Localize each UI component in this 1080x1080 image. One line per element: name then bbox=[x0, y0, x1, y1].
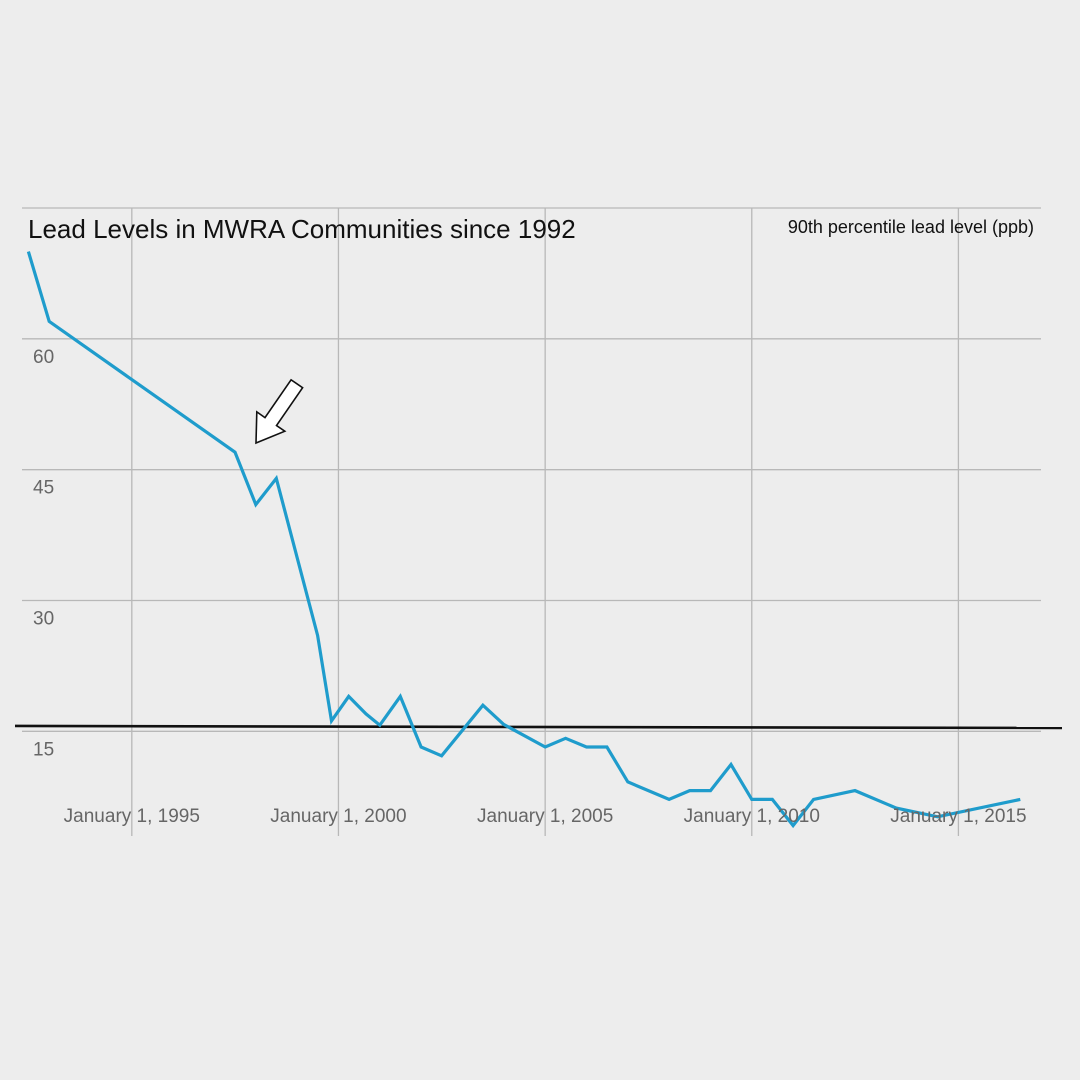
y-tick-label: 30 bbox=[33, 609, 54, 630]
y-tick-label: 45 bbox=[33, 478, 54, 499]
arrow-annotation-icon bbox=[255, 378, 304, 445]
x-tick-label: January 1, 2010 bbox=[684, 806, 820, 827]
y-axis-unit-label: 90th percentile lead level (ppb) bbox=[788, 217, 1034, 237]
x-tick-label: January 1, 2005 bbox=[477, 806, 613, 827]
y-tick-label: 15 bbox=[33, 739, 54, 760]
grid-layer bbox=[22, 207, 1041, 836]
lead-level-series-line bbox=[26, 251, 1021, 829]
y-tick-label: 60 bbox=[33, 347, 54, 368]
y-axis-tick-labels: 15 30 45 60 bbox=[33, 347, 54, 760]
x-tick-label: January 1, 2000 bbox=[270, 806, 406, 827]
x-tick-label: January 1, 2015 bbox=[890, 806, 1026, 827]
x-axis-tick-labels: January 1, 1995 January 1, 2000 January 1,… bbox=[64, 806, 1027, 827]
x-tick-label: January 1, 1995 bbox=[64, 806, 200, 827]
action-level-reference-line bbox=[14, 724, 1063, 730]
chart-title: Lead Levels in MWRA Communities since 19… bbox=[28, 214, 576, 244]
